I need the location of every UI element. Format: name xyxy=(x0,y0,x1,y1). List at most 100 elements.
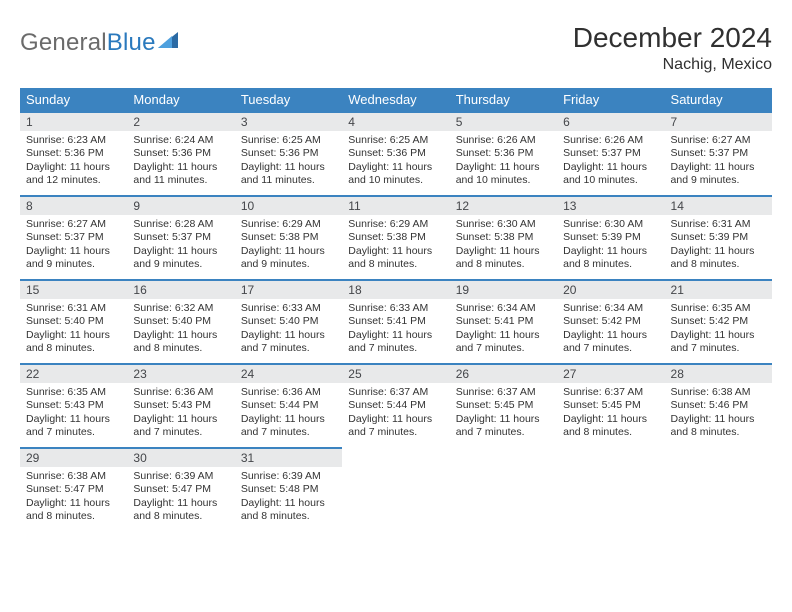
sunset-text: Sunset: 5:48 PM xyxy=(241,483,336,496)
day-detail: Sunrise: 6:37 AMSunset: 5:45 PMDaylight:… xyxy=(450,383,557,445)
day-detail: Sunrise: 6:26 AMSunset: 5:37 PMDaylight:… xyxy=(557,131,664,193)
calendar-day-cell xyxy=(342,447,449,531)
sunset-text: Sunset: 5:44 PM xyxy=(241,399,336,412)
day-number: 11 xyxy=(342,195,449,215)
daylight-text: Daylight: 11 hours and 7 minutes. xyxy=(348,413,443,440)
sunrise-text: Sunrise: 6:33 AM xyxy=(241,302,336,315)
day-number: 15 xyxy=(20,279,127,299)
day-detail: Sunrise: 6:33 AMSunset: 5:41 PMDaylight:… xyxy=(342,299,449,361)
calendar-day-cell: 19Sunrise: 6:34 AMSunset: 5:41 PMDayligh… xyxy=(450,279,557,363)
sunset-text: Sunset: 5:37 PM xyxy=(133,231,228,244)
brand-part2: Blue xyxy=(107,29,156,56)
daylight-text: Daylight: 11 hours and 7 minutes. xyxy=(241,329,336,356)
daylight-text: Daylight: 11 hours and 7 minutes. xyxy=(133,413,228,440)
sunrise-text: Sunrise: 6:39 AM xyxy=(133,470,228,483)
sunrise-text: Sunrise: 6:37 AM xyxy=(563,386,658,399)
day-detail: Sunrise: 6:38 AMSunset: 5:47 PMDaylight:… xyxy=(20,467,127,529)
day-detail: Sunrise: 6:29 AMSunset: 5:38 PMDaylight:… xyxy=(342,215,449,277)
sunrise-text: Sunrise: 6:28 AM xyxy=(133,218,228,231)
calendar-day-cell: 11Sunrise: 6:29 AMSunset: 5:38 PMDayligh… xyxy=(342,195,449,279)
daylight-text: Daylight: 11 hours and 10 minutes. xyxy=(348,161,443,188)
daylight-text: Daylight: 11 hours and 8 minutes. xyxy=(26,329,121,356)
daylight-text: Daylight: 11 hours and 12 minutes. xyxy=(26,161,121,188)
calendar-table: Sunday Monday Tuesday Wednesday Thursday… xyxy=(20,88,772,531)
daylight-text: Daylight: 11 hours and 10 minutes. xyxy=(456,161,551,188)
sunset-text: Sunset: 5:36 PM xyxy=(348,147,443,160)
sunset-text: Sunset: 5:40 PM xyxy=(26,315,121,328)
daylight-text: Daylight: 11 hours and 9 minutes. xyxy=(133,245,228,272)
day-detail: Sunrise: 6:31 AMSunset: 5:40 PMDaylight:… xyxy=(20,299,127,361)
day-number: 3 xyxy=(235,111,342,131)
sunset-text: Sunset: 5:38 PM xyxy=(348,231,443,244)
daylight-text: Daylight: 11 hours and 7 minutes. xyxy=(671,329,766,356)
calendar-day-cell: 12Sunrise: 6:30 AMSunset: 5:38 PMDayligh… xyxy=(450,195,557,279)
day-number: 31 xyxy=(235,447,342,467)
sunrise-text: Sunrise: 6:38 AM xyxy=(671,386,766,399)
sunrise-text: Sunrise: 6:31 AM xyxy=(671,218,766,231)
calendar-day-cell xyxy=(557,447,664,531)
day-number: 28 xyxy=(665,363,772,383)
sunrise-text: Sunrise: 6:35 AM xyxy=(671,302,766,315)
day-number: 13 xyxy=(557,195,664,215)
day-detail: Sunrise: 6:39 AMSunset: 5:48 PMDaylight:… xyxy=(235,467,342,529)
sunset-text: Sunset: 5:36 PM xyxy=(26,147,121,160)
sunset-text: Sunset: 5:36 PM xyxy=(241,147,336,160)
sunset-text: Sunset: 5:37 PM xyxy=(563,147,658,160)
day-number: 26 xyxy=(450,363,557,383)
calendar-day-cell: 7Sunrise: 6:27 AMSunset: 5:37 PMDaylight… xyxy=(665,111,772,195)
sunrise-text: Sunrise: 6:34 AM xyxy=(456,302,551,315)
daylight-text: Daylight: 11 hours and 7 minutes. xyxy=(456,413,551,440)
calendar-day-cell: 15Sunrise: 6:31 AMSunset: 5:40 PMDayligh… xyxy=(20,279,127,363)
calendar-day-cell: 13Sunrise: 6:30 AMSunset: 5:39 PMDayligh… xyxy=(557,195,664,279)
calendar-day-cell: 29Sunrise: 6:38 AMSunset: 5:47 PMDayligh… xyxy=(20,447,127,531)
day-detail: Sunrise: 6:23 AMSunset: 5:36 PMDaylight:… xyxy=(20,131,127,193)
sunrise-text: Sunrise: 6:30 AM xyxy=(456,218,551,231)
day-number: 29 xyxy=(20,447,127,467)
calendar-header-row: Sunday Monday Tuesday Wednesday Thursday… xyxy=(20,88,772,111)
daylight-text: Daylight: 11 hours and 11 minutes. xyxy=(133,161,228,188)
day-detail: Sunrise: 6:29 AMSunset: 5:38 PMDaylight:… xyxy=(235,215,342,277)
calendar-day-cell xyxy=(450,447,557,531)
day-detail: Sunrise: 6:24 AMSunset: 5:36 PMDaylight:… xyxy=(127,131,234,193)
day-number: 8 xyxy=(20,195,127,215)
sunrise-text: Sunrise: 6:36 AM xyxy=(241,386,336,399)
day-detail: Sunrise: 6:28 AMSunset: 5:37 PMDaylight:… xyxy=(127,215,234,277)
calendar-day-cell: 20Sunrise: 6:34 AMSunset: 5:42 PMDayligh… xyxy=(557,279,664,363)
day-detail: Sunrise: 6:27 AMSunset: 5:37 PMDaylight:… xyxy=(665,131,772,193)
sunrise-text: Sunrise: 6:37 AM xyxy=(456,386,551,399)
day-detail: Sunrise: 6:35 AMSunset: 5:43 PMDaylight:… xyxy=(20,383,127,445)
daylight-text: Daylight: 11 hours and 9 minutes. xyxy=(671,161,766,188)
day-number: 24 xyxy=(235,363,342,383)
day-number: 12 xyxy=(450,195,557,215)
day-detail: Sunrise: 6:38 AMSunset: 5:46 PMDaylight:… xyxy=(665,383,772,445)
calendar-day-cell: 28Sunrise: 6:38 AMSunset: 5:46 PMDayligh… xyxy=(665,363,772,447)
sunset-text: Sunset: 5:42 PM xyxy=(563,315,658,328)
daylight-text: Daylight: 11 hours and 10 minutes. xyxy=(563,161,658,188)
day-detail: Sunrise: 6:31 AMSunset: 5:39 PMDaylight:… xyxy=(665,215,772,277)
day-number: 19 xyxy=(450,279,557,299)
sunrise-text: Sunrise: 6:37 AM xyxy=(348,386,443,399)
daylight-text: Daylight: 11 hours and 7 minutes. xyxy=(26,413,121,440)
sunrise-text: Sunrise: 6:24 AM xyxy=(133,134,228,147)
daylight-text: Daylight: 11 hours and 11 minutes. xyxy=(241,161,336,188)
daylight-text: Daylight: 11 hours and 9 minutes. xyxy=(26,245,121,272)
calendar-day-cell: 31Sunrise: 6:39 AMSunset: 5:48 PMDayligh… xyxy=(235,447,342,531)
sunrise-text: Sunrise: 6:29 AM xyxy=(348,218,443,231)
day-number: 27 xyxy=(557,363,664,383)
day-detail: Sunrise: 6:26 AMSunset: 5:36 PMDaylight:… xyxy=(450,131,557,193)
day-detail: Sunrise: 6:30 AMSunset: 5:39 PMDaylight:… xyxy=(557,215,664,277)
day-detail: Sunrise: 6:34 AMSunset: 5:41 PMDaylight:… xyxy=(450,299,557,361)
day-number: 4 xyxy=(342,111,449,131)
daylight-text: Daylight: 11 hours and 8 minutes. xyxy=(133,497,228,524)
sunrise-text: Sunrise: 6:31 AM xyxy=(26,302,121,315)
sunset-text: Sunset: 5:37 PM xyxy=(671,147,766,160)
sunset-text: Sunset: 5:41 PM xyxy=(456,315,551,328)
page-header: GeneralBlue December 2024 Nachig, Mexico xyxy=(20,18,772,88)
day-detail: Sunrise: 6:39 AMSunset: 5:47 PMDaylight:… xyxy=(127,467,234,529)
day-detail: Sunrise: 6:37 AMSunset: 5:44 PMDaylight:… xyxy=(342,383,449,445)
daylight-text: Daylight: 11 hours and 7 minutes. xyxy=(456,329,551,356)
sunset-text: Sunset: 5:38 PM xyxy=(241,231,336,244)
calendar-day-cell: 21Sunrise: 6:35 AMSunset: 5:42 PMDayligh… xyxy=(665,279,772,363)
day-number: 7 xyxy=(665,111,772,131)
sunset-text: Sunset: 5:42 PM xyxy=(671,315,766,328)
